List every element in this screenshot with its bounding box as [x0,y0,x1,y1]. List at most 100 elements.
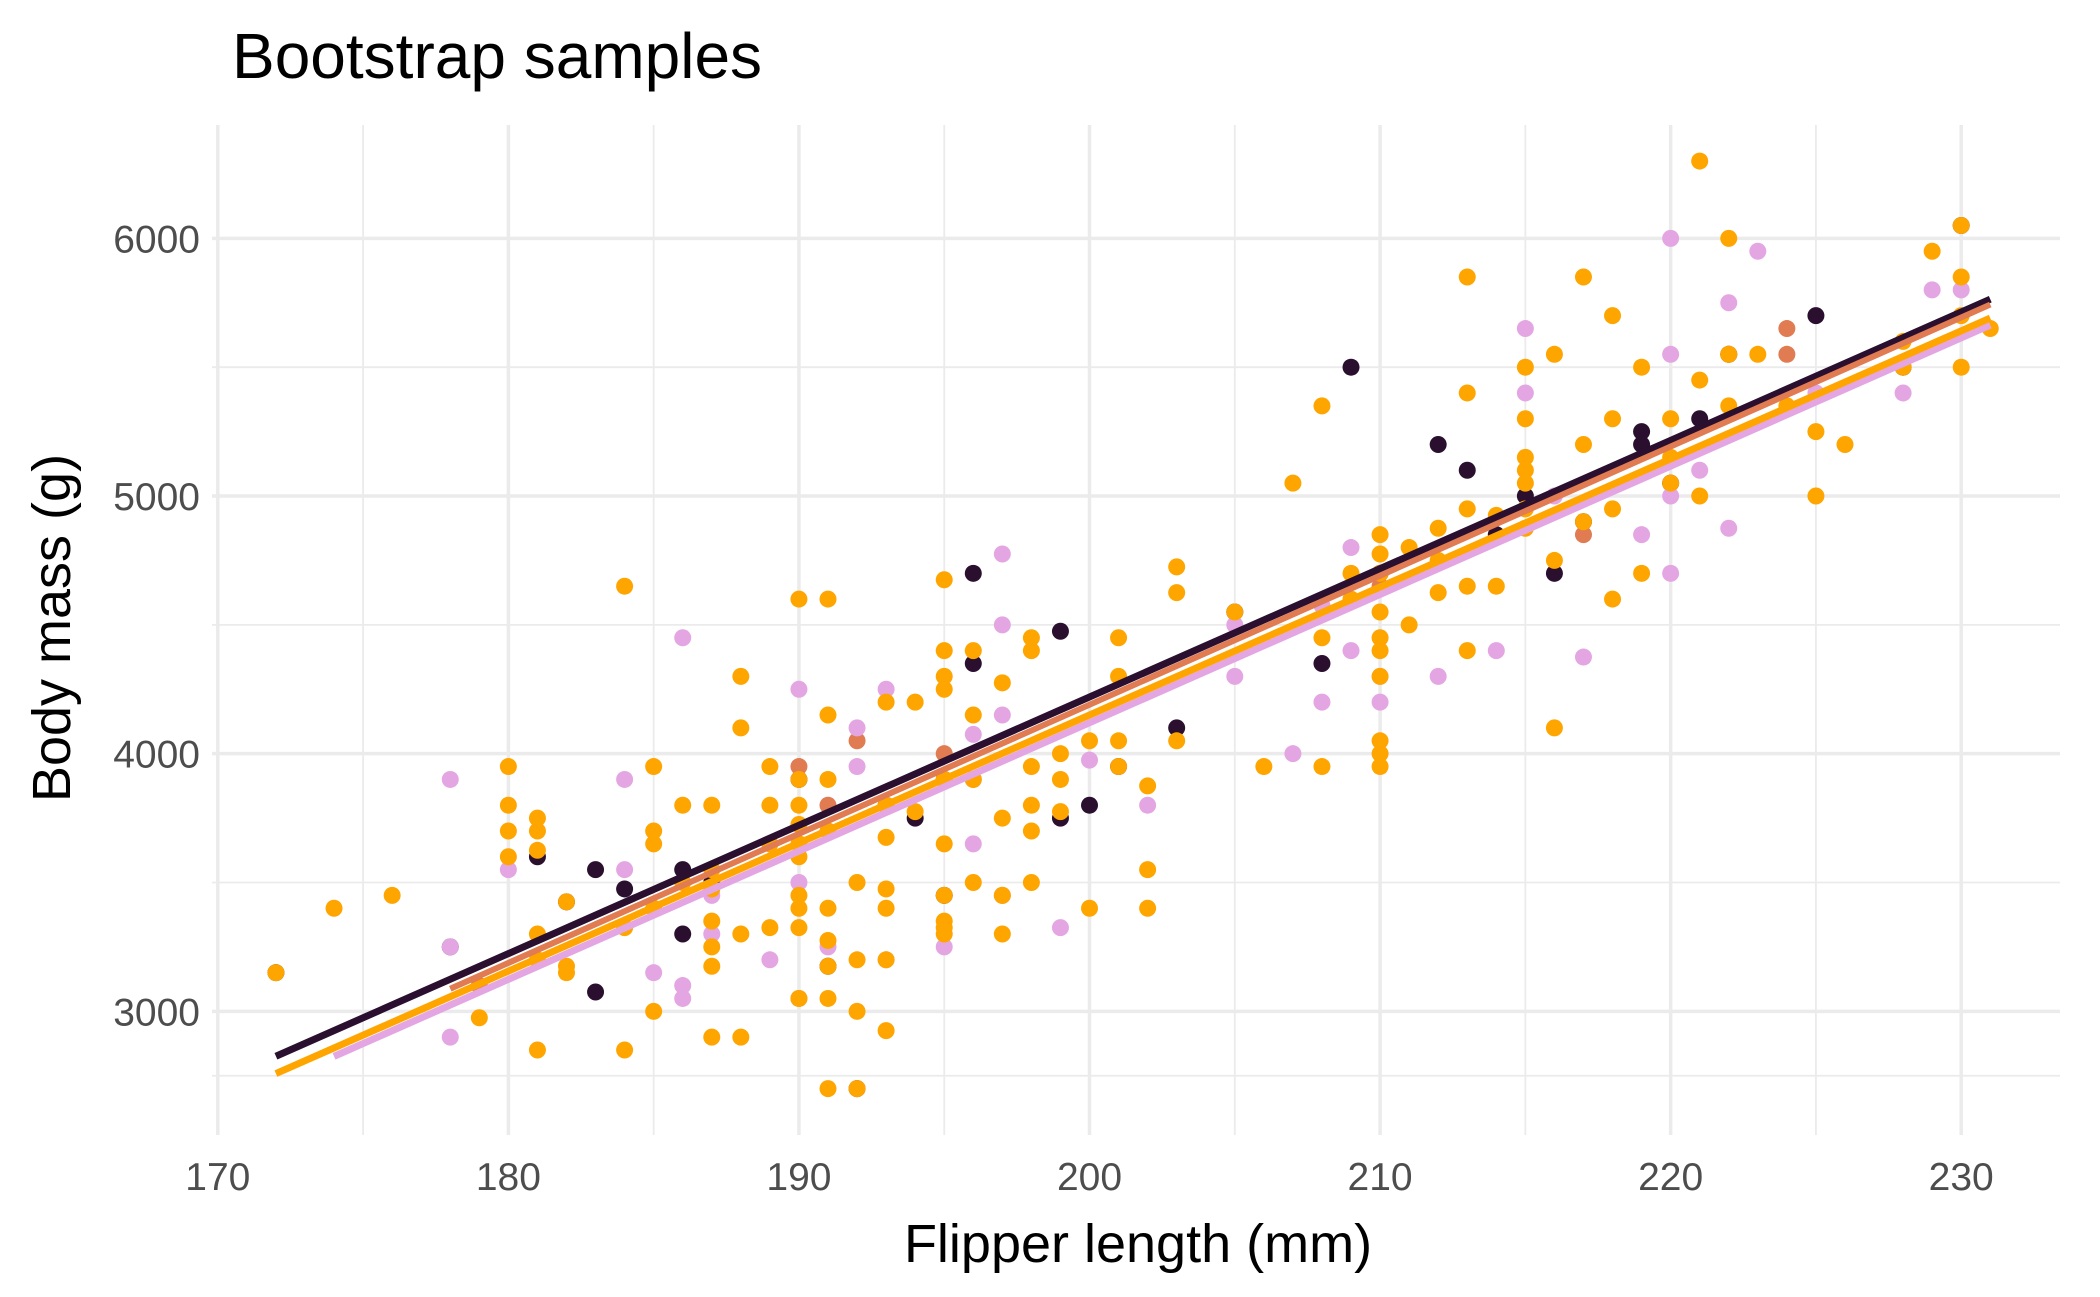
data-point [587,861,605,879]
data-point [499,861,517,879]
data-point [616,577,634,595]
y-tick-label: 5000 [113,476,200,519]
data-point [1836,435,1854,453]
data-point [1371,667,1389,685]
data-point [1720,229,1738,247]
data-point [441,1028,459,1046]
data-point [645,758,663,776]
regression-line [274,296,1992,1060]
data-point [1516,410,1534,428]
data-point [819,770,837,788]
data-point [790,758,808,776]
data-point [1168,719,1186,737]
data-point [1487,577,1505,595]
x-tick-label: 180 [476,1156,541,1199]
data-point [1022,874,1040,891]
data-point [964,835,982,853]
data-point [819,931,837,949]
data-point [1371,545,1389,563]
data-point [732,1028,750,1046]
data-point [1284,474,1302,492]
x-tick-label: 170 [185,1156,250,1199]
data-point [819,899,837,917]
data-point [1778,320,1796,338]
data-point [1691,461,1709,479]
data-point [1662,487,1680,505]
data-point [1807,307,1825,325]
data-point [674,989,692,1007]
data-point [1022,642,1040,660]
data-point [848,732,866,750]
data-point [645,1002,663,1020]
data-point [1284,745,1302,763]
data-point [587,983,605,1001]
data-point [674,925,692,943]
data-point [1894,384,1912,402]
data-point [674,629,692,647]
data-point [964,725,982,743]
data-point [1371,745,1389,763]
data-point [964,706,982,724]
data-point [790,590,808,608]
data-point [1952,268,1970,286]
data-point [1313,629,1331,647]
data-point [1749,345,1767,363]
data-point [703,1028,721,1046]
data-point [1342,539,1360,557]
series-points [470,320,1796,1098]
data-point [1313,397,1331,415]
data-point [1604,410,1622,428]
data-point [1371,693,1389,711]
data-point [877,899,895,917]
data-point [993,545,1011,563]
data-point [993,706,1011,724]
data-point [993,674,1011,692]
data-point [1923,281,1941,299]
data-point [703,796,721,814]
x-tick-label: 190 [766,1156,831,1199]
data-point [1574,513,1592,531]
data-point [1342,358,1360,376]
data-point [935,667,953,685]
y-tick-label: 3000 [113,991,200,1034]
data-point [1604,500,1622,518]
data-point [935,886,953,904]
data-point [1313,693,1331,711]
data-point [1458,577,1476,595]
regression-line [449,301,1992,992]
data-point [877,693,895,711]
data-point [1371,642,1389,660]
x-tick-label: 200 [1057,1156,1122,1199]
data-point [1633,358,1651,376]
data-point [1400,616,1418,634]
data-point [325,899,343,917]
data-point [790,899,808,917]
data-point [1226,667,1244,685]
data-point [1516,358,1534,376]
data-point [1168,584,1186,602]
data-point [935,835,953,853]
data-point [1923,242,1941,260]
data-point [1458,500,1476,518]
data-point [616,880,634,898]
data-point [1807,423,1825,441]
data-point [906,693,924,711]
data-point [441,938,459,956]
data-point [1371,732,1389,750]
data-point [499,822,517,840]
data-point [1168,558,1186,576]
data-point [935,680,953,698]
data-point [1342,642,1360,660]
data-point [993,809,1011,827]
data-point [1313,758,1331,776]
series-points [441,229,1970,1046]
data-point [906,803,924,821]
data-point [1516,448,1534,466]
data-point [441,770,459,788]
data-point [470,1009,488,1027]
data-point [383,886,401,904]
data-point [1545,719,1563,737]
data-point [1574,526,1592,544]
data-point [819,989,837,1007]
data-point [674,796,692,814]
